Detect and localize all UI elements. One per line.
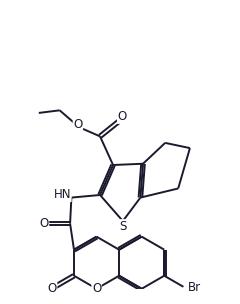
Text: S: S <box>119 220 126 233</box>
Text: Br: Br <box>188 281 202 294</box>
Text: O: O <box>39 217 49 230</box>
Text: O: O <box>92 282 101 295</box>
Text: O: O <box>48 282 57 295</box>
Text: O: O <box>118 110 127 123</box>
Text: HN: HN <box>54 188 71 202</box>
Text: O: O <box>73 118 83 131</box>
